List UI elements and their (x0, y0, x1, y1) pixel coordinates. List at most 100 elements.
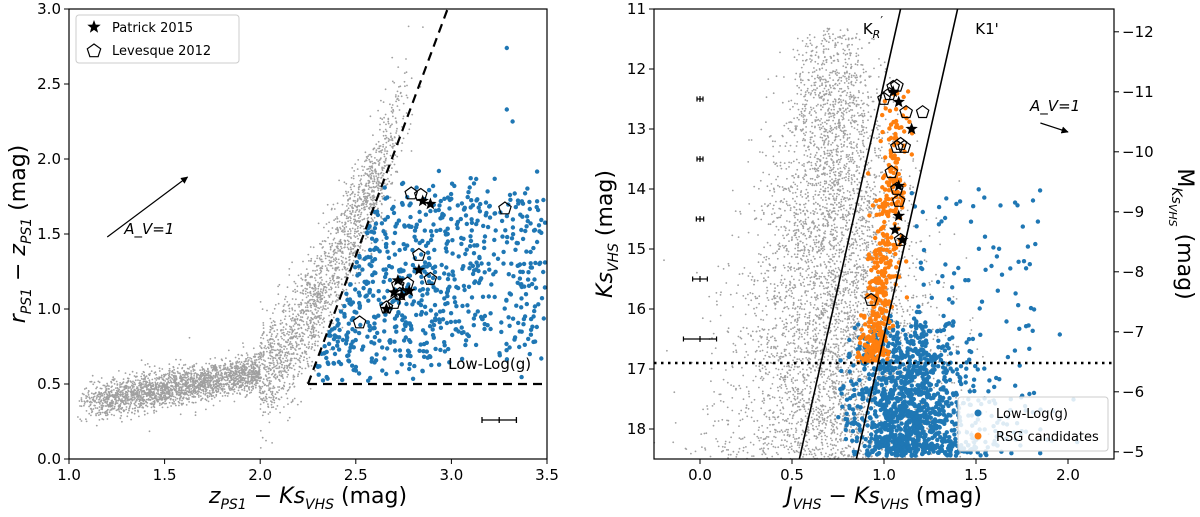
background-star-point (345, 226, 348, 228)
background-star-point (364, 184, 367, 187)
low-logg-point (373, 221, 379, 226)
background-star-point (112, 395, 115, 398)
background-star-point (288, 274, 291, 276)
background-star-point (91, 374, 94, 377)
low-logg-point (522, 191, 528, 196)
background-star-point (79, 405, 81, 407)
background-star-point (218, 379, 221, 382)
low-logg-point (401, 327, 406, 332)
background-star-point (351, 227, 354, 230)
background-star-point (289, 342, 291, 345)
background-star-point (327, 252, 330, 255)
background-star-point (128, 373, 131, 376)
background-star-point (140, 402, 143, 405)
background-star-point (309, 286, 311, 289)
background-star-point (271, 442, 273, 444)
background-star-point (267, 384, 270, 387)
background-star-point (148, 430, 151, 433)
background-star-point (356, 208, 359, 211)
background-star-point (289, 386, 291, 388)
low-logg-point (372, 226, 378, 231)
background-star-point (288, 353, 291, 355)
background-star-point (326, 267, 328, 269)
low-logg-point (402, 223, 407, 228)
low-logg-point (464, 221, 469, 227)
low-logg-point (335, 317, 340, 322)
low-logg-point (531, 314, 536, 319)
background-star-point (337, 296, 339, 299)
background-star-point (157, 396, 160, 398)
background-star-point (275, 367, 278, 370)
low-logg-point (510, 119, 515, 124)
background-star-point (333, 208, 336, 210)
background-star-point (163, 394, 166, 397)
background-star-point (265, 400, 268, 403)
low-logg-point (512, 335, 518, 340)
low-logg-point (420, 293, 425, 298)
low-logg-point (530, 324, 535, 329)
background-star-point (292, 335, 295, 338)
background-star-point (142, 393, 145, 396)
background-star-point (321, 247, 324, 249)
low-logg-point (483, 200, 489, 205)
background-star-point (86, 399, 89, 402)
background-star-point (181, 367, 184, 370)
low-logg-point (513, 247, 518, 252)
background-star-point (284, 295, 287, 298)
background-star-point (345, 182, 348, 185)
background-star-point (306, 274, 309, 276)
background-star-point (121, 398, 123, 400)
y-tick-label: 1.0 (37, 300, 61, 318)
low-logg-point (463, 251, 468, 257)
low-logg-point (482, 313, 488, 319)
background-star-point (360, 231, 362, 234)
background-star-point (305, 296, 308, 299)
background-star-point (220, 371, 223, 374)
background-star-point (180, 386, 183, 389)
background-star-point (302, 309, 305, 312)
background-star-point (237, 383, 239, 385)
background-star-point (185, 387, 187, 390)
y-tick-label: 2.0 (37, 150, 61, 168)
background-star-point (121, 395, 124, 398)
background-star-point (324, 291, 327, 294)
background-star-point (371, 162, 374, 165)
background-star-point (223, 388, 226, 390)
background-star-point (273, 356, 275, 359)
background-star-point (135, 372, 138, 374)
background-star-point (182, 389, 185, 392)
background-star-point (262, 392, 264, 395)
background-star-point (164, 396, 166, 399)
background-star-point (292, 325, 295, 327)
background-star-point (359, 215, 362, 218)
background-star-point (301, 351, 304, 354)
background-star-point (205, 399, 208, 402)
background-star-point (304, 328, 307, 331)
background-star-point (175, 390, 178, 392)
low-logg-point (451, 273, 456, 278)
background-star-point (214, 357, 217, 359)
background-star-point (286, 359, 289, 362)
background-star-point (146, 388, 148, 391)
background-star-point (255, 374, 257, 377)
background-star-point (161, 384, 164, 387)
background-star-point (296, 344, 298, 347)
background-star-point (267, 372, 270, 375)
low-logg-point (532, 304, 538, 309)
low-logg-point (526, 336, 531, 342)
background-star-point (117, 392, 119, 395)
background-star-point (293, 397, 296, 400)
background-star-point (153, 396, 156, 398)
background-star-point (326, 255, 329, 258)
background-star-point (287, 339, 290, 342)
low-logg-point (469, 295, 475, 300)
background-star-point (273, 401, 276, 404)
background-star-point (391, 139, 394, 142)
low-logg-point (531, 245, 536, 251)
background-star-point (121, 420, 123, 423)
background-star-point (274, 376, 276, 379)
low-logg-point (386, 255, 392, 260)
background-star-point (273, 330, 276, 332)
background-star-point (377, 207, 379, 210)
low-logg-point (437, 203, 442, 208)
